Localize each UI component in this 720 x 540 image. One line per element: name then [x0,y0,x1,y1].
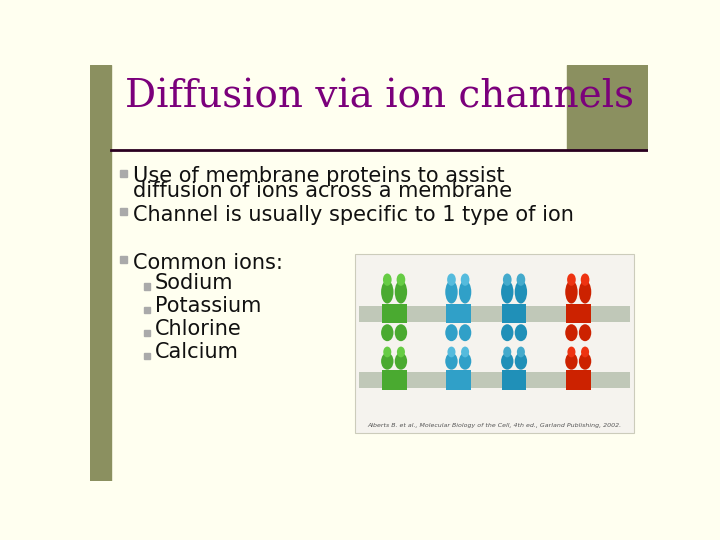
Ellipse shape [516,273,526,286]
Text: Diffusion via ion channels: Diffusion via ion channels [125,79,634,116]
Bar [446,370,471,390]
Text: Use of membrane proteins to assist: Use of membrane proteins to assist [133,166,505,186]
Ellipse shape [447,347,456,357]
Bar [502,370,526,390]
Ellipse shape [565,324,577,341]
Text: Alberts B. et al., Molecular Biology of the Cell, 4th ed., Garland Publishing, 2: Alberts B. et al., Molecular Biology of … [367,423,621,428]
Text: Calcium: Calcium [155,342,238,362]
Ellipse shape [515,280,527,303]
Bar [359,306,630,322]
Ellipse shape [445,324,458,341]
Bar [90,65,111,481]
Bar [382,305,407,323]
Bar [502,305,526,323]
Text: diffusion of ions across a membrane: diffusion of ions across a membrane [133,181,512,201]
Ellipse shape [565,280,577,303]
Ellipse shape [459,324,472,341]
Ellipse shape [447,273,456,286]
Bar [120,170,127,177]
Ellipse shape [579,324,591,341]
Bar [144,284,150,289]
Ellipse shape [459,280,472,303]
Ellipse shape [459,353,472,370]
Ellipse shape [567,273,576,286]
Bar [359,372,630,388]
Ellipse shape [381,324,394,341]
Text: Sodium: Sodium [155,273,233,293]
Bar [144,330,150,336]
Ellipse shape [515,324,527,341]
Ellipse shape [503,273,512,286]
Bar [355,254,634,433]
Bar [120,208,127,215]
Ellipse shape [395,280,407,303]
Bar [382,370,407,390]
Ellipse shape [501,280,513,303]
Bar [120,256,127,263]
Ellipse shape [501,353,513,370]
Ellipse shape [567,347,575,357]
Ellipse shape [397,347,405,357]
Ellipse shape [565,353,577,370]
Text: Chlorine: Chlorine [155,319,241,339]
Ellipse shape [445,353,458,370]
Ellipse shape [381,353,394,370]
Ellipse shape [579,353,591,370]
Text: Channel is usually specific to 1 type of ion: Channel is usually specific to 1 type of… [133,205,574,225]
Text: Potassium: Potassium [155,296,261,316]
Ellipse shape [581,273,590,286]
Ellipse shape [383,273,392,286]
Bar [446,305,471,323]
Ellipse shape [397,273,405,286]
Ellipse shape [461,347,469,357]
Ellipse shape [581,347,589,357]
Bar [566,370,590,390]
Bar [144,353,150,359]
Ellipse shape [381,280,394,303]
Ellipse shape [445,280,458,303]
Ellipse shape [383,347,392,357]
Ellipse shape [517,347,525,357]
Bar [566,305,590,323]
Text: Common ions:: Common ions: [133,253,283,273]
Ellipse shape [503,347,511,357]
Ellipse shape [395,324,407,341]
Ellipse shape [515,353,527,370]
Ellipse shape [501,324,513,341]
Ellipse shape [461,273,469,286]
Bar [567,65,648,150]
Ellipse shape [395,353,407,370]
Ellipse shape [579,280,591,303]
Bar [144,307,150,313]
